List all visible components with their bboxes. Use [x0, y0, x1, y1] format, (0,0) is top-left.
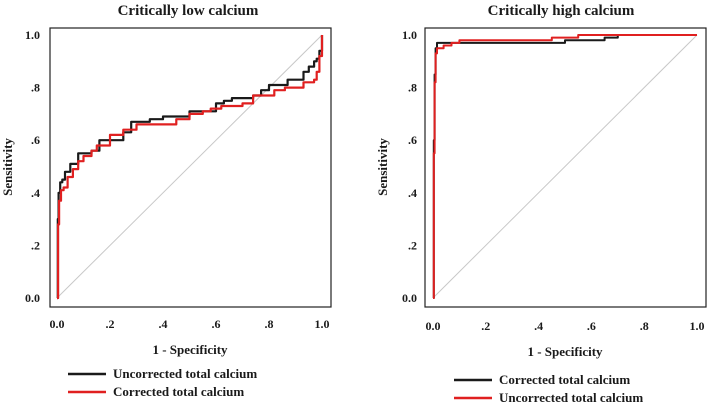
- series-layer: [432, 34, 697, 299]
- x-tick-label: .8: [640, 319, 649, 333]
- plot-frame: [49, 27, 332, 308]
- legend: Corrected total calcium Uncorrected tota…: [454, 372, 643, 404]
- x-tick-label: 0.0: [426, 319, 441, 333]
- roc-series-line: [56, 35, 324, 300]
- y-tick-label: 0.0: [25, 291, 40, 305]
- reference-layer: [432, 34, 698, 299]
- reference-layer: [56, 34, 323, 299]
- y-tick-label: .2: [31, 238, 40, 252]
- y-tick-label: 1.0: [25, 28, 40, 42]
- y-tick-label: .2: [408, 238, 417, 252]
- x-tick-label: 1.0: [315, 317, 330, 331]
- x-tick-label: .2: [106, 317, 115, 331]
- y-axis-label: Sensitivity: [0, 138, 15, 196]
- y-tick-label: .6: [31, 133, 40, 147]
- reference-diagonal-line: [56, 34, 323, 299]
- y-axis-ticks: 0.0 .2 .4 .6 .8 1.0: [25, 28, 40, 305]
- legend-entry: Corrected total calcium: [113, 384, 244, 399]
- x-axis-ticks: 0.0 .2 .4 .6 .8 1.0: [426, 319, 705, 333]
- plot-frame: [424, 27, 707, 308]
- legend-entry: Uncorrected total calcium: [113, 366, 257, 381]
- chart-panel-low-calcium: Critically low calcium 0.0 .2 .4 .6 .8 1…: [0, 3, 332, 399]
- y-axis-ticks: 0.0 .2 .4 .6 .8 1.0: [402, 28, 417, 305]
- x-tick-label: 0.0: [50, 317, 65, 331]
- x-tick-label: .6: [212, 317, 221, 331]
- y-tick-label: .8: [31, 81, 40, 95]
- legend: Uncorrected total calcium Corrected tota…: [68, 366, 257, 399]
- x-tick-label: .6: [587, 319, 596, 333]
- series-layer: [56, 35, 324, 300]
- x-tick-label: 1.0: [690, 319, 705, 333]
- x-tick-label: .4: [534, 319, 543, 333]
- roc-series-line: [432, 34, 697, 299]
- x-axis-label: 1 - Specificity: [152, 342, 228, 357]
- y-axis-label: Sensitivity: [375, 138, 390, 196]
- x-axis-ticks: 0.0 .2 .4 .6 .8 1.0: [50, 317, 330, 331]
- chart-title: Critically low calcium: [118, 3, 259, 19]
- legend-entry: Uncorrected total calcium: [499, 390, 643, 404]
- roc-series-line: [57, 35, 324, 300]
- x-axis-label: 1 - Specificity: [527, 344, 603, 359]
- reference-diagonal-line: [432, 34, 698, 299]
- x-tick-label: .4: [159, 317, 168, 331]
- legend-entry: Corrected total calcium: [499, 372, 630, 387]
- y-tick-label: .8: [408, 81, 417, 95]
- y-tick-label: 0.0: [402, 291, 417, 305]
- y-tick-label: 1.0: [402, 28, 417, 42]
- x-tick-label: .2: [481, 319, 490, 333]
- chart-panel-high-calcium: Critically high calcium 0.0 .2 .4 .6 .8 …: [375, 3, 707, 404]
- y-tick-label: .4: [31, 186, 40, 200]
- y-tick-label: .6: [408, 133, 417, 147]
- y-tick-label: .4: [408, 186, 417, 200]
- x-tick-label: .8: [265, 317, 274, 331]
- chart-title: Critically high calcium: [488, 3, 635, 19]
